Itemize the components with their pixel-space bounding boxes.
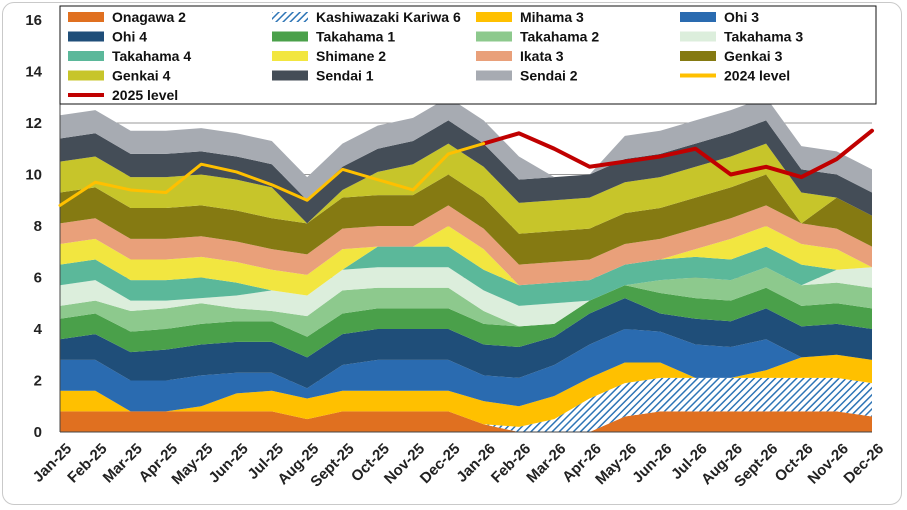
y-tick-label-12: 12 xyxy=(25,115,42,132)
legend-swatch-genkai-3 xyxy=(680,51,716,61)
legend-label-ohi-4: Ohi 4 xyxy=(112,29,147,45)
legend-swatch-genkai-4 xyxy=(68,70,104,81)
legend-label-genkai-4: Genkai 4 xyxy=(112,68,171,84)
area-series-ohi-4 xyxy=(60,298,872,389)
legend-label-sendai-2: Sendai 2 xyxy=(520,68,578,84)
legend-label-2024-level: 2024 level xyxy=(724,68,790,84)
x-tick-label-jun-26: Jun-26 xyxy=(629,440,675,486)
area-series-takahama-4 xyxy=(60,246,872,306)
legend-swatch-takahama-4 xyxy=(68,51,104,61)
legend-swatch-takahama-3 xyxy=(680,31,716,42)
area-series-takahama-3 xyxy=(60,267,872,327)
area-series-sendai-1 xyxy=(60,120,872,224)
y-tick-label-16: 16 xyxy=(25,12,42,29)
legend-swatch-takahama-2 xyxy=(476,31,512,42)
x-tick-label-dec-25: Dec-25 xyxy=(417,440,464,487)
y-tick-label-10: 10 xyxy=(25,167,42,184)
legend-swatch-sendai-2 xyxy=(476,70,512,81)
legend-label-mihama-3: Mihama 3 xyxy=(520,9,584,25)
legend-label-takahama-4: Takahama 4 xyxy=(112,48,191,64)
area-series-ohi-3 xyxy=(60,329,872,412)
x-tick-label-mar-26: Mar-26 xyxy=(523,440,569,486)
area-series-takahama-1 xyxy=(60,285,872,358)
y-tick-label-8: 8 xyxy=(34,218,42,235)
x-tick-label-jun-25: Jun-25 xyxy=(206,440,252,486)
legend-label-ikata-3: Ikata 3 xyxy=(520,48,564,64)
legend-swatch-ohi-3 xyxy=(680,12,716,22)
legend-label-2025-level: 2025 level xyxy=(112,87,178,103)
y-tick-label-4: 4 xyxy=(34,321,43,338)
legend-box xyxy=(59,5,877,105)
legend-swatch-ikata-3 xyxy=(476,51,512,61)
x-tick-label-dec-26: Dec-26 xyxy=(840,440,887,487)
y-tick-label-2: 2 xyxy=(34,373,42,390)
legend-swatch-ohi-4 xyxy=(68,31,104,42)
y-tick-label-14: 14 xyxy=(25,64,42,81)
legend-label-takahama-1: Takahama 1 xyxy=(316,29,395,45)
area-series-genkai-4 xyxy=(60,143,872,234)
legend-swatch-sendai-1 xyxy=(272,70,308,81)
area-series-genkai-3 xyxy=(60,174,872,265)
y-tick-label-0: 0 xyxy=(34,424,42,441)
legend-label-genkai-3: Genkai 3 xyxy=(724,48,783,64)
legend-swatch-mihama-3 xyxy=(476,12,512,22)
area-series-takahama-2 xyxy=(60,267,872,337)
line-series-2025-level xyxy=(481,128,874,180)
area-series-mihama-3 xyxy=(60,354,872,427)
legend-label-onagawa-2: Onagawa 2 xyxy=(112,9,186,25)
legend-swatch-takahama-1 xyxy=(272,31,308,42)
legend-label-takahama-2: Takahama 2 xyxy=(520,29,599,45)
legend-swatch-onagawa-2 xyxy=(68,12,104,22)
legend-label-ohi-3: Ohi 3 xyxy=(724,9,759,25)
area-series-sendai-2 xyxy=(60,97,872,201)
legend-label-takahama-3: Takahama 3 xyxy=(724,29,803,45)
area-series-ikata-3 xyxy=(60,205,872,286)
legend-label-kashiwazaki-kariwa-6: Kashiwazaki Kariwa 6 xyxy=(316,9,461,25)
area-series-shimane-2 xyxy=(60,226,872,296)
area-series-onagawa-2 xyxy=(60,411,872,432)
legend-swatch-kashiwazaki-kariwa-6 xyxy=(272,12,308,22)
legend-label-shimane-2: Shimane 2 xyxy=(316,48,386,64)
legend-label-sendai-1: Sendai 1 xyxy=(316,68,374,84)
line-series-2024-level xyxy=(58,142,486,207)
legend-swatch-shimane-2 xyxy=(272,51,308,61)
area-series-kashiwazaki-kariwa-6 xyxy=(60,377,872,432)
x-tick-label-mar-25: Mar-25 xyxy=(100,440,146,486)
y-tick-label-6: 6 xyxy=(34,270,42,287)
